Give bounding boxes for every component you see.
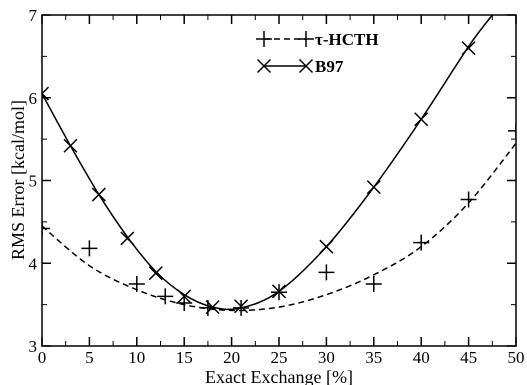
data-point-b97 bbox=[63, 138, 78, 153]
series-layer bbox=[42, 15, 516, 316]
x-tick-label: 5 bbox=[85, 348, 94, 367]
y-tick-label: 3 bbox=[29, 337, 38, 356]
data-point-tau-hcth bbox=[157, 288, 174, 305]
x-axis-title: Exact Exchange [%] bbox=[205, 367, 353, 385]
legend-label-tau-hcth: τ-HCTH bbox=[315, 30, 379, 49]
y-axis-title: RMS Error [kcal/mol] bbox=[8, 100, 28, 260]
legend-marker-tau-hcth bbox=[298, 31, 314, 47]
x-tick-label: 45 bbox=[460, 348, 477, 367]
x-tick-label: 25 bbox=[271, 348, 288, 367]
data-point-tau-hcth bbox=[413, 234, 430, 251]
data-point-tau-hcth bbox=[508, 122, 516, 139]
data-point-tau-hcth bbox=[365, 275, 382, 292]
data-point-b97 bbox=[42, 86, 50, 101]
x-tick-label: 40 bbox=[413, 348, 430, 367]
series-line-tau-hcth bbox=[42, 142, 516, 312]
data-point-b97 bbox=[461, 41, 476, 56]
data-point-b97 bbox=[414, 112, 429, 127]
data-point-b97 bbox=[177, 289, 192, 304]
legend-label-b97: B97 bbox=[315, 57, 344, 76]
data-point-b97 bbox=[366, 180, 381, 195]
data-point-tau-hcth bbox=[81, 240, 98, 257]
data-point-b97 bbox=[91, 187, 106, 202]
x-tick-label: 0 bbox=[38, 348, 47, 367]
data-point-b97 bbox=[148, 266, 163, 281]
x-tick-label: 50 bbox=[508, 348, 525, 367]
data-point-b97 bbox=[205, 300, 220, 315]
x-tick-label: 30 bbox=[318, 348, 335, 367]
y-tick-label: 5 bbox=[29, 172, 38, 191]
data-point-tau-hcth bbox=[460, 191, 477, 208]
legend-marker-tau-hcth bbox=[256, 31, 272, 47]
data-point-b97 bbox=[271, 284, 287, 299]
data-point-tau-hcth bbox=[318, 264, 335, 281]
y-tick-label: 6 bbox=[29, 89, 38, 108]
x-tick-label: 10 bbox=[128, 348, 145, 367]
y-tick-label: 7 bbox=[29, 6, 38, 25]
data-point-b97 bbox=[234, 299, 249, 314]
data-point-b97 bbox=[120, 231, 135, 246]
data-point-b97 bbox=[319, 239, 334, 254]
data-point-tau-hcth bbox=[42, 220, 50, 237]
y-tick-label: 4 bbox=[29, 254, 38, 273]
x-tick-label: 15 bbox=[176, 348, 193, 367]
data-point-tau-hcth bbox=[128, 275, 145, 292]
series-line-b97 bbox=[42, 15, 493, 311]
legend-marker-b97 bbox=[256, 58, 272, 74]
data-point-tau-hcth bbox=[176, 294, 193, 311]
x-tick-label: 35 bbox=[365, 348, 382, 367]
legend: τ-HCTH B97 bbox=[256, 30, 379, 76]
legend-marker-b97 bbox=[298, 58, 314, 74]
x-tick-label: 20 bbox=[223, 348, 240, 367]
